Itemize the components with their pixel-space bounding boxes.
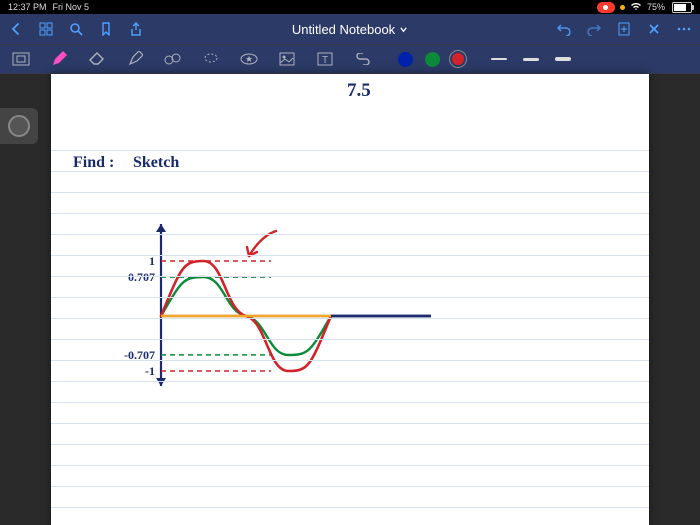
pen-tool-icon[interactable] xyxy=(50,50,68,68)
color-swatch-2[interactable] xyxy=(452,53,464,65)
page-title-text: 7.5 xyxy=(347,80,371,102)
status-date: Fri Nov 5 xyxy=(53,2,90,12)
battery-icon xyxy=(672,2,692,13)
location-dot xyxy=(620,5,625,10)
back-icon[interactable] xyxy=(8,21,24,37)
find-value: Sketch xyxy=(133,154,179,172)
workspace: 7.5 Find : Sketch 10.707-0.707-1 xyxy=(0,74,700,525)
status-time: 12:37 PM xyxy=(8,2,47,12)
svg-text:1: 1 xyxy=(149,254,155,268)
search-icon[interactable] xyxy=(68,21,84,37)
bookmark-icon[interactable] xyxy=(98,21,114,37)
add-page-icon[interactable] xyxy=(616,21,632,37)
redo-icon[interactable] xyxy=(586,21,602,37)
text-box-icon[interactable]: T xyxy=(316,50,334,68)
status-bar: 12:37 PM Fri Nov 5 75% xyxy=(0,0,700,14)
chevron-down-icon xyxy=(399,25,408,34)
undo-icon[interactable] xyxy=(556,21,572,37)
lasso-icon[interactable] xyxy=(202,50,220,68)
sidebar-toggle[interactable] xyxy=(0,108,38,144)
palette-circle-icon xyxy=(8,115,30,137)
shape-tool-icon[interactable] xyxy=(164,50,182,68)
tool-bar: T xyxy=(0,44,700,74)
grid-icon[interactable] xyxy=(38,21,54,37)
favorites-icon[interactable] xyxy=(240,50,258,68)
stroke-width-2[interactable] xyxy=(554,50,572,68)
link-icon[interactable] xyxy=(354,50,372,68)
share-icon[interactable] xyxy=(128,21,144,37)
find-label: Find : xyxy=(73,154,114,172)
image-icon[interactable] xyxy=(278,50,296,68)
more-icon[interactable] xyxy=(676,21,692,37)
battery-fill xyxy=(674,4,686,11)
svg-text:-1: -1 xyxy=(145,364,155,378)
screen-record-pill[interactable] xyxy=(597,2,615,13)
notebook-page[interactable]: 7.5 Find : Sketch 10.707-0.707-1 xyxy=(51,74,649,525)
color-swatches xyxy=(398,52,464,67)
sketch-chart: 10.707-0.707-1 xyxy=(121,216,441,396)
close-icon[interactable] xyxy=(646,21,662,37)
svg-text:0.707: 0.707 xyxy=(128,270,155,284)
color-swatch-1[interactable] xyxy=(425,52,440,67)
highlighter-icon[interactable] xyxy=(126,50,144,68)
eraser-icon[interactable] xyxy=(88,50,106,68)
stroke-width-1[interactable] xyxy=(522,50,540,68)
battery-pct: 75% xyxy=(647,2,665,12)
wifi-icon xyxy=(630,2,642,13)
stroke-widths xyxy=(490,50,572,68)
zoom-fit-icon[interactable] xyxy=(12,50,30,68)
color-swatch-0[interactable] xyxy=(398,52,413,67)
nav-bar: Untitled Notebook xyxy=(0,14,700,44)
stroke-width-0[interactable] xyxy=(490,50,508,68)
document-title[interactable]: Untitled Notebook xyxy=(144,22,556,37)
svg-text:T: T xyxy=(322,55,328,66)
